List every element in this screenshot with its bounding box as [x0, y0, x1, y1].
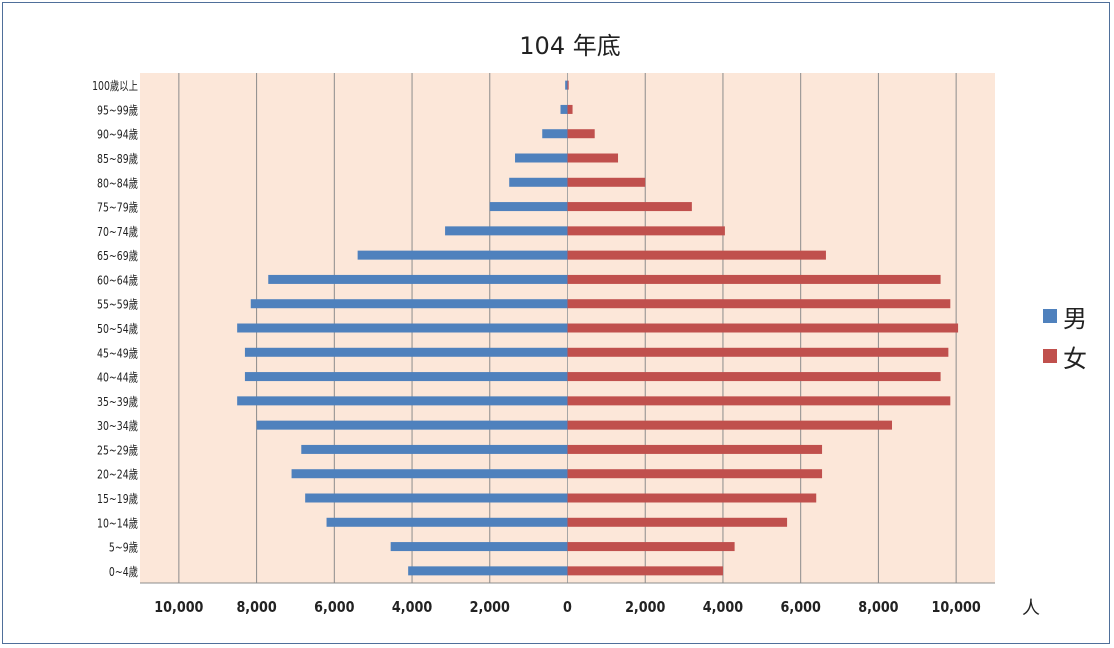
bar-male-2: [326, 517, 568, 527]
bar-male-12: [268, 274, 568, 284]
legend-label-male: 男: [1063, 304, 1087, 333]
bar-female-18: [567, 129, 595, 139]
y-tick-label: 90~94歲: [97, 128, 138, 142]
bar-male-16: [509, 177, 568, 187]
bar-female-17: [567, 153, 619, 163]
y-tick-label: 60~64歲: [97, 273, 138, 287]
x-tick-label: 2,000: [625, 599, 666, 616]
bar-female-19: [567, 104, 573, 114]
x-tick-label: 6,000: [314, 599, 355, 616]
legend: 男 女: [1043, 296, 1087, 376]
bar-male-15: [489, 202, 568, 212]
bar-female-20: [567, 80, 569, 90]
bar-female-14: [567, 226, 725, 236]
bar-female-15: [567, 202, 692, 212]
bar-female-12: [567, 274, 941, 284]
bar-male-3: [305, 493, 568, 503]
bar-male-11: [250, 299, 568, 309]
y-tick-label: 100歲以上: [92, 79, 138, 93]
y-tick-label: 0~4歲: [109, 565, 138, 579]
bar-male-13: [357, 250, 568, 260]
bar-female-6: [567, 420, 893, 430]
y-tick-label: 50~54歲: [97, 322, 138, 336]
y-tick-label: 25~29歲: [97, 443, 138, 457]
bar-female-9: [567, 347, 949, 357]
y-tick-label: 75~79歲: [97, 200, 138, 214]
x-tick-label: 4,000: [703, 599, 744, 616]
y-tick-label: 55~59歲: [97, 298, 138, 312]
bar-male-20: [565, 80, 568, 90]
bar-male-9: [244, 347, 568, 357]
bar-female-0: [567, 566, 723, 576]
y-tick-label: 70~74歲: [97, 225, 138, 239]
y-tick-label: 35~39歲: [97, 395, 138, 409]
x-tick-label: 8,000: [858, 599, 899, 616]
bar-male-19: [560, 104, 568, 114]
legend-label-female: 女: [1063, 344, 1087, 373]
bar-female-7: [567, 396, 951, 406]
bar-female-3: [567, 493, 817, 503]
bar-male-6: [256, 420, 568, 430]
bar-female-5: [567, 444, 823, 454]
y-tick-label: 85~89歲: [97, 152, 138, 166]
bar-male-14: [445, 226, 568, 236]
y-tick-label: 40~44歲: [97, 370, 138, 384]
legend-swatch-male: [1043, 309, 1057, 323]
bar-male-8: [244, 372, 568, 382]
y-tick-label: 5~9歲: [109, 540, 138, 554]
y-tick-label: 10~14歲: [97, 516, 138, 530]
bar-female-2: [567, 517, 788, 527]
x-tick-label: 0: [563, 599, 572, 616]
x-tick-label: 10,000: [932, 599, 981, 616]
y-tick-label: 80~84歲: [97, 176, 138, 190]
y-tick-label: 15~19歲: [97, 492, 138, 506]
y-tick-label: 30~34歲: [97, 419, 138, 433]
bar-female-16: [567, 177, 646, 187]
x-tick-label: 10,000: [154, 599, 203, 616]
x-tick-label: 6,000: [781, 599, 822, 616]
legend-item-male: 男: [1043, 296, 1087, 336]
legend-item-female: 女: [1043, 336, 1087, 376]
bar-male-10: [237, 323, 568, 333]
bar-female-4: [567, 469, 823, 479]
bar-male-5: [301, 444, 568, 454]
bar-male-7: [237, 396, 568, 406]
bar-male-17: [515, 153, 568, 163]
x-tick-label: 8,000: [236, 599, 277, 616]
y-tick-label: 95~99歲: [97, 103, 138, 117]
y-tick-label: 65~69歲: [97, 249, 138, 263]
y-tick-label: 20~24歲: [97, 468, 138, 482]
bar-female-8: [567, 372, 941, 382]
bar-male-1: [390, 542, 568, 552]
x-tick-label: 4,000: [392, 599, 433, 616]
chart-title: 104 年底: [519, 32, 621, 60]
legend-swatch-female: [1043, 349, 1057, 363]
bar-female-11: [567, 299, 951, 309]
x-tick-label: 2,000: [470, 599, 511, 616]
bar-female-1: [567, 542, 735, 552]
y-tick-label: 45~49歲: [97, 346, 138, 360]
bar-male-18: [542, 129, 568, 139]
bar-male-4: [291, 469, 568, 479]
unit-label: 人: [1022, 598, 1040, 619]
bar-female-13: [567, 250, 826, 260]
bar-female-10: [567, 323, 959, 333]
bar-male-0: [408, 566, 568, 576]
